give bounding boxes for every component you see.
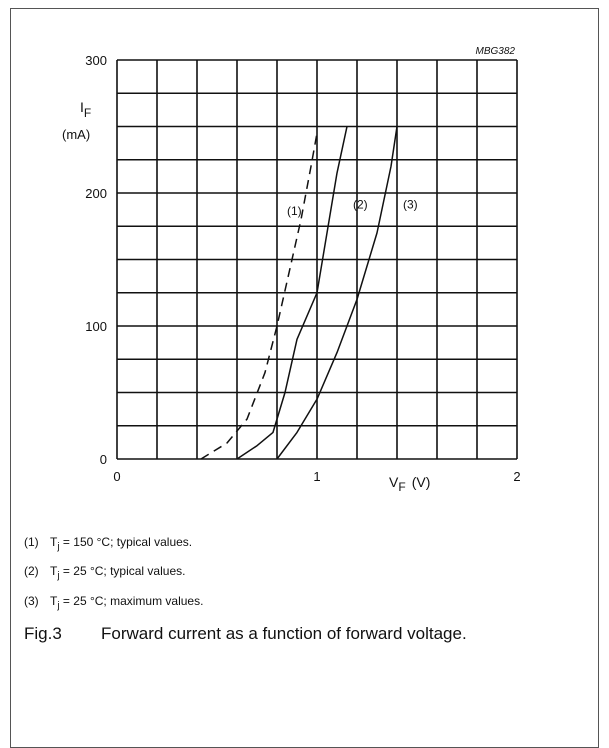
note-text: = 25 °C; maximum values.: [62, 593, 204, 608]
note-number: (3): [24, 593, 39, 608]
note-t-symbol: T: [50, 535, 58, 549]
note-number: (1): [24, 535, 39, 549]
x-tick-label: 1: [313, 469, 320, 484]
y-tick-label: 100: [85, 319, 107, 334]
curve-3: [276, 126, 398, 460]
caption-text: Forward current as a function of forward…: [101, 624, 467, 643]
caption-label: Fig.3: [24, 624, 62, 643]
y-axis-label: IF: [80, 99, 91, 120]
curve-label-3: (3): [403, 198, 418, 212]
note-row-1: (1) Tj = 150 °C; typical values.: [24, 530, 203, 559]
note-row-2: (2) Tj = 25 °C; typical values.: [24, 559, 203, 588]
y-axis-symbol: I: [80, 99, 84, 115]
y-axis-subscript: F: [84, 106, 91, 120]
x-axis-label: VF (V): [389, 474, 430, 494]
chart-grid: [116, 59, 518, 460]
note-row-3: (3) Tj = 25 °C; maximum values.: [24, 589, 203, 618]
note-t-symbol: T: [50, 593, 58, 608]
note-t-subscript: j: [57, 541, 60, 553]
note-t-subscript: j: [57, 600, 60, 612]
chart-curves: [200, 126, 398, 460]
curve-notes: (1) Tj = 150 °C; typical values. (2) Tj = …: [24, 530, 203, 618]
curve-label-2: (2): [353, 198, 368, 212]
note-t-subscript: j: [57, 570, 60, 582]
curve-label-1: (1): [287, 204, 302, 218]
y-tick-label: 300: [85, 53, 107, 68]
y-tick-label: 200: [85, 186, 107, 201]
note-number: (2): [24, 564, 39, 579]
curve-1: [200, 133, 318, 460]
x-axis-symbol: V: [389, 474, 399, 490]
curve-2: [236, 126, 348, 460]
figure-code-label: MBG382: [476, 46, 516, 57]
y-axis-unit: (mA): [62, 127, 90, 142]
x-tick-label: 2: [513, 469, 520, 484]
figure-caption: Fig.3 Forward current as a function of f…: [24, 622, 521, 646]
note-text: = 150 °C; typical values.: [62, 535, 193, 549]
note-text: = 25 °C; typical values.: [62, 564, 186, 579]
x-axis-subscript: F: [398, 480, 405, 494]
x-axis-unit: (V): [412, 474, 431, 490]
note-t-symbol: T: [50, 564, 58, 579]
y-tick-label: 0: [100, 452, 107, 467]
x-tick-label: 0: [113, 469, 120, 484]
